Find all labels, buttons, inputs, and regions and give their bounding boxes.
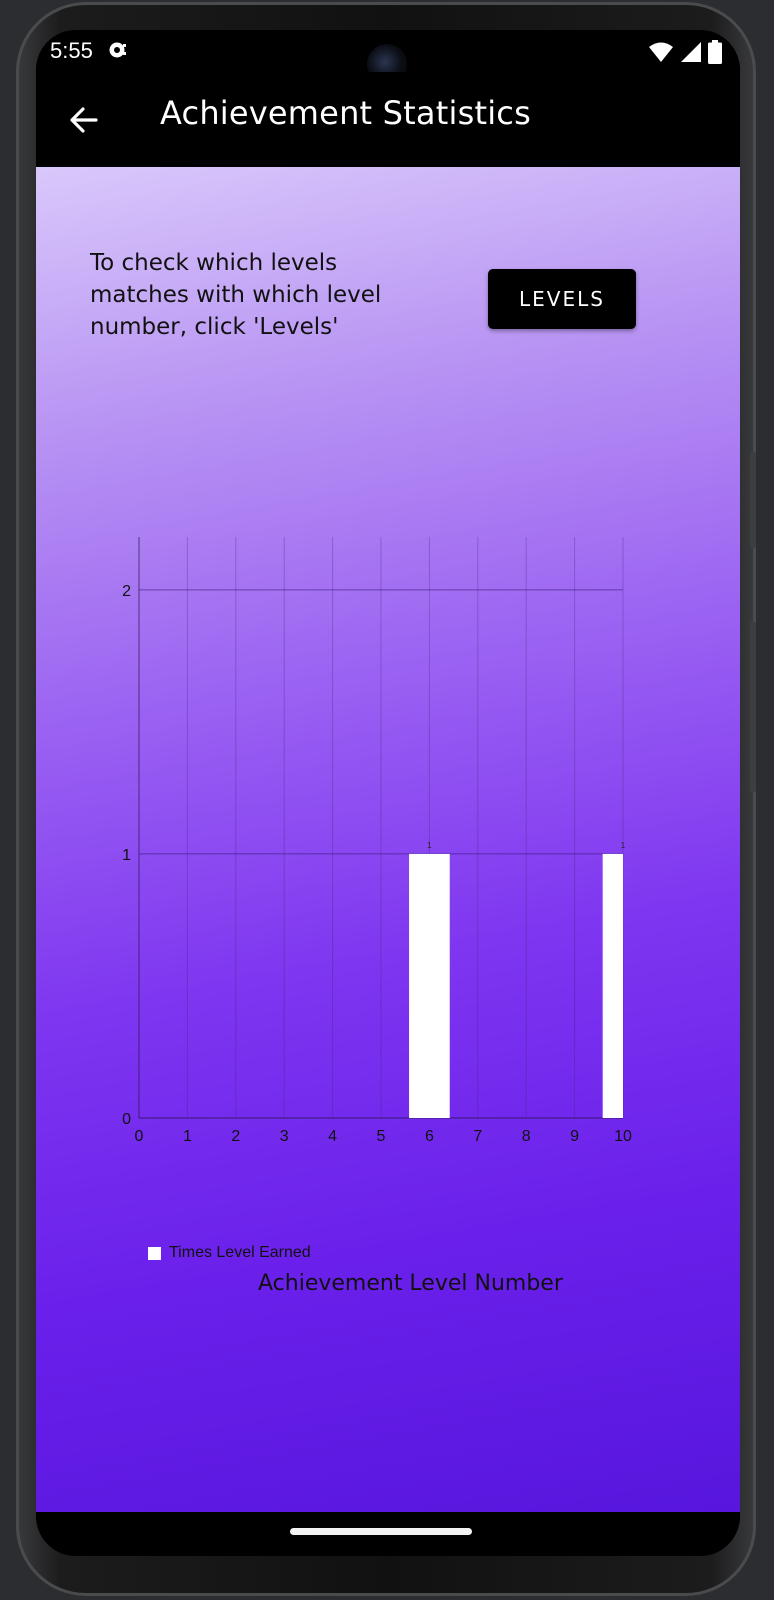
power-button — [750, 622, 756, 792]
legend-swatch — [148, 1246, 161, 1260]
page-title: Achievement Statistics — [160, 94, 531, 132]
x-tick-label: 2 — [231, 1128, 240, 1145]
x-tick-label: 0 — [135, 1128, 144, 1145]
x-tick-label: 1 — [183, 1128, 192, 1145]
volume-button — [750, 452, 756, 548]
x-tick-label: 7 — [473, 1128, 482, 1145]
x-tick-label: 6 — [425, 1128, 434, 1145]
battery-icon — [708, 40, 722, 64]
bar-value-label: 1 — [621, 841, 626, 850]
x-axis-title: Achievement Level Number — [258, 1271, 563, 1296]
x-tick-label: 5 — [377, 1128, 386, 1145]
home-indicator[interactable] — [290, 1528, 472, 1535]
chart-legend: Times Level Earned — [148, 1244, 311, 1262]
bar — [602, 853, 623, 1118]
levels-button[interactable]: LEVELS — [488, 269, 636, 329]
arrow-left-icon — [70, 107, 98, 133]
statistics-content: To check which levels matches with which… — [36, 167, 740, 1512]
phone-screen: 5:55 Achievement Statistic — [36, 30, 740, 1556]
bar — [409, 853, 450, 1118]
x-tick-label: 10 — [614, 1128, 632, 1145]
navigation-bar — [36, 1512, 740, 1556]
notification-icon — [109, 42, 126, 58]
bar-value-label: 1 — [427, 841, 432, 850]
status-time: 5:55 — [50, 38, 93, 63]
back-button[interactable] — [64, 100, 104, 140]
x-tick-label: 3 — [280, 1128, 289, 1145]
y-tick-label: 1 — [122, 847, 131, 864]
y-tick-label: 0 — [122, 1111, 131, 1128]
y-tick-label: 2 — [122, 583, 131, 600]
x-tick-label: 4 — [328, 1128, 337, 1145]
x-tick-label: 8 — [522, 1128, 531, 1145]
cellular-signal-icon — [681, 42, 701, 62]
legend-label: Times Level Earned — [169, 1244, 311, 1261]
levels-hint-text: To check which levels matches with which… — [90, 250, 382, 340]
app-bar: Achievement Statistics — [36, 72, 740, 167]
wifi-icon — [649, 42, 673, 62]
status-icons — [648, 40, 722, 64]
x-tick-label: 9 — [570, 1128, 579, 1145]
